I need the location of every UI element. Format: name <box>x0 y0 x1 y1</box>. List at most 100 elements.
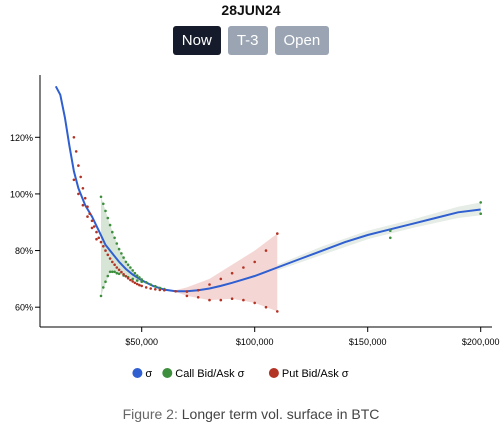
put-bid-ask-point <box>133 281 137 285</box>
put-bid-ask-point <box>140 284 143 288</box>
legend-item: Put Bid/Ask σ <box>268 368 349 380</box>
put-bid-ask-point <box>230 271 234 275</box>
put-bid-ask-point <box>86 215 89 218</box>
put-bid-ask-point <box>90 219 94 223</box>
put-bid-ask-point <box>115 266 119 269</box>
legend-label: σ <box>145 368 152 380</box>
time-selector: Now T-3 Open <box>0 26 502 55</box>
put-bid-ask-point <box>219 298 223 302</box>
call-bid-ask-point <box>102 202 105 206</box>
put-bid-ask-point <box>95 237 98 241</box>
put-bid-ask-point <box>208 298 211 302</box>
put-bid-ask-point <box>253 301 256 305</box>
y-tick-label: 120% <box>10 133 33 143</box>
put-bid-ask-point <box>113 263 116 266</box>
call-bid-ask-point <box>113 236 116 240</box>
call-bid-ask-point <box>135 279 139 282</box>
put-bid-ask-point <box>230 297 234 300</box>
put-bid-ask-point <box>158 288 162 292</box>
put-bid-ask-point <box>120 270 123 274</box>
call-bid-ask-point <box>106 216 110 220</box>
put-bid-ask-point <box>154 288 157 291</box>
put-bid-ask-point <box>144 286 148 289</box>
call-bid-ask-point <box>99 195 103 199</box>
call-bid-ask-point <box>138 276 141 279</box>
put-bid-ask-point <box>253 260 256 264</box>
put-bid-ask-point <box>135 282 139 286</box>
t-3-button[interactable]: T-3 <box>227 26 268 55</box>
put-bid-ask-point <box>149 287 152 290</box>
put-bid-ask-point <box>138 283 141 287</box>
put-bid-ask-point <box>74 150 78 153</box>
put-bid-ask-point <box>276 232 279 235</box>
call-bid-ask-point <box>104 209 107 213</box>
put-bid-ask-point <box>185 290 189 293</box>
put-bid-ask-point <box>104 249 107 252</box>
legend-swatch <box>132 368 143 378</box>
put-bid-ask-point <box>86 205 89 208</box>
x-tick-label: $100,000 <box>236 337 274 347</box>
call-bid-ask-point <box>120 252 123 255</box>
legend-swatch <box>162 368 173 378</box>
call-bid-ask-point <box>140 280 143 283</box>
chart-axes: 60% 80% 100% 120% $50,000 $100,000 $150,000 $20… <box>10 75 499 347</box>
y-tick-label: 60% <box>15 303 33 313</box>
put-bid-ask-point <box>131 280 134 283</box>
x-tick-label: $50,000 <box>125 337 158 347</box>
legend-item: Call Bid/Ask σ <box>162 368 245 380</box>
legend-label: Call Bid/Ask σ <box>175 368 244 380</box>
call-bid-ask-point <box>144 281 148 284</box>
put-bid-ask-point <box>72 136 76 139</box>
call-bid-ask-point <box>389 229 392 232</box>
put-bid-ask-point <box>126 277 130 280</box>
put-bid-ask-point <box>122 273 125 276</box>
call-bid-ask-point <box>117 272 121 276</box>
call-bid-ask-point <box>111 270 114 274</box>
call-bid-ask-point <box>106 274 110 278</box>
put-bid-ask-point <box>95 230 98 234</box>
put-bid-ask-point <box>88 212 91 215</box>
put-bid-ask-point <box>99 240 103 244</box>
vol-surface-chart: 60% 80% 100% 120% $50,000 $100,000 $150,000 $20… <box>10 75 499 380</box>
put-bid-ask-point <box>92 225 96 228</box>
legend-item: σ <box>132 368 152 380</box>
put-bid-ask-point <box>129 278 132 282</box>
now-button[interactable]: Now <box>172 26 221 55</box>
put-bid-ask-point <box>196 296 200 299</box>
call-bid-ask-point <box>126 263 130 266</box>
put-bid-ask-point <box>102 245 105 248</box>
call-bid-ask-point <box>389 236 392 240</box>
put-band <box>175 233 278 312</box>
call-bid-ask-point <box>131 269 134 272</box>
call-bid-ask-point <box>108 270 112 274</box>
put-bid-ask-point <box>81 203 85 207</box>
put-bid-ask-point <box>108 257 112 260</box>
put-bid-ask-point <box>111 260 114 264</box>
put-bid-ask-point <box>79 175 82 179</box>
call-bid-ask-point <box>113 270 116 274</box>
put-bid-ask-point <box>185 294 189 298</box>
put-bid-ask-point <box>208 283 211 286</box>
call-bid-ask-point <box>135 274 139 277</box>
put-bid-ask-point <box>124 275 128 278</box>
put-bid-ask-point <box>81 187 85 190</box>
page-title: 28JUN24 <box>221 2 281 18</box>
open-button[interactable]: Open <box>274 26 330 55</box>
call-bid-ask-point <box>154 284 157 288</box>
put-bid-ask-point <box>174 290 177 293</box>
put-bid-ask-point <box>117 268 121 272</box>
call-bid-ask-point <box>111 230 114 234</box>
call-bid-ask-point <box>102 286 105 289</box>
put-bid-ask-point <box>264 249 268 252</box>
y-tick-label: 100% <box>10 189 33 199</box>
call-bid-ask-point <box>140 278 143 281</box>
put-bid-ask-point <box>106 253 110 257</box>
call-bid-ask-point <box>149 283 152 286</box>
put-bid-ask-point <box>77 192 80 196</box>
figure-caption: Figure 2: Longer term vol. surface in BT… <box>0 406 502 422</box>
put-bid-ask-point <box>264 305 268 309</box>
put-bid-ask-point <box>276 310 279 313</box>
figure-label: Figure 2: <box>122 406 178 422</box>
legend-label: Put Bid/Ask σ <box>282 368 349 380</box>
put-bid-ask-point <box>163 288 166 292</box>
